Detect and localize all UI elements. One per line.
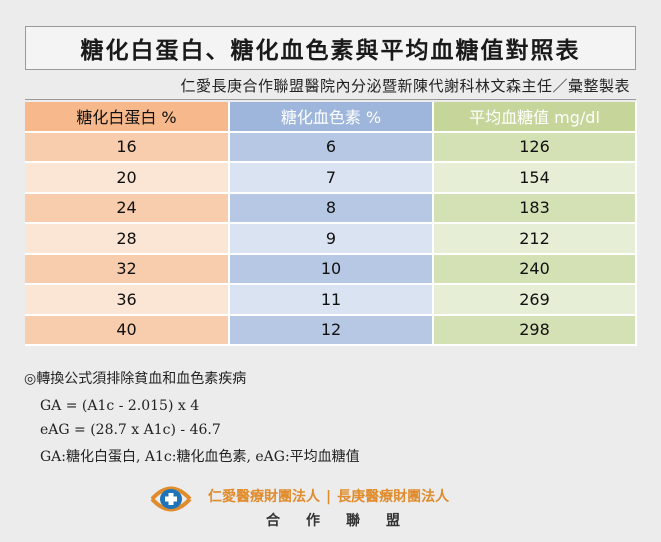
table-row: 36 11 269 [25, 284, 637, 316]
page-title: 糖化白蛋白、糖化血色素與平均血糖值對照表 [80, 37, 581, 64]
abbreviation-legend: GA:糖化白蛋白, A1c:糖化血色素, eAG:平均血糖值 [40, 449, 360, 465]
cell-a1c: 6 [229, 131, 434, 163]
cell-a1c: 7 [229, 162, 434, 194]
cell-ga: 20 [25, 162, 230, 194]
cell-eag: 183 [433, 192, 637, 224]
cell-a1c: 8 [229, 192, 434, 224]
conversion-table: 糖化白蛋白 % 糖化血色素 % 平均血糖值 mg/dl 16 6 126 20 … [25, 102, 637, 346]
table-row: 40 12 298 [25, 314, 637, 346]
header-ga: 糖化白蛋白 % [25, 102, 230, 133]
cell-a1c: 10 [229, 253, 434, 285]
cell-eag: 126 [433, 131, 637, 163]
notes-section: ◎轉換公式須排除貧血和血色素疾病 GA = (A1c - 2.015) x 4 … [24, 368, 624, 474]
header-a1c: 糖化血色素 % [229, 102, 434, 133]
cell-eag: 154 [433, 162, 637, 194]
cell-ga: 24 [25, 192, 230, 224]
table-row: 20 7 154 [25, 162, 637, 194]
cell-eag: 298 [433, 314, 637, 346]
table-row: 32 10 240 [25, 253, 637, 285]
notes-heading: ◎轉換公式須排除貧血和血色素疾病 [24, 371, 247, 387]
footer: 仁愛醫療財團法人 | 長庚醫療財團法人 合作聯盟 [148, 482, 508, 532]
formula-ga: GA = (A1c - 2.015) x 4 [40, 398, 200, 414]
cell-ga: 28 [25, 223, 230, 255]
cell-a1c: 9 [229, 223, 434, 255]
org-separator: | [326, 489, 332, 505]
table-row: 28 9 212 [25, 223, 637, 255]
cell-eag: 269 [433, 284, 637, 316]
cell-a1c: 11 [229, 284, 434, 316]
cell-eag: 240 [433, 253, 637, 285]
formula-eag: eAG = (28.7 x A1c) - 46.7 [40, 422, 221, 438]
cell-ga: 36 [25, 284, 230, 316]
cooperation-label: 合作聯盟 [266, 513, 426, 529]
cell-ga: 32 [25, 253, 230, 285]
org-renai: 仁愛醫療財團法人 [208, 489, 320, 505]
cell-a1c: 12 [229, 314, 434, 346]
alliance-logo-icon [150, 486, 192, 512]
cell-eag: 212 [433, 223, 637, 255]
table-row: 24 8 183 [25, 192, 637, 224]
title-box: 糖化白蛋白、糖化血色素與平均血糖值對照表 [25, 26, 636, 70]
table-row: 16 6 126 [25, 131, 637, 163]
organization-names: 仁愛醫療財團法人 | 長庚醫療財團法人 [208, 486, 449, 506]
cell-ga: 40 [25, 314, 230, 346]
table-header-row: 糖化白蛋白 % 糖化血色素 % 平均血糖值 mg/dl [25, 102, 637, 133]
org-changgung: 長庚醫療財團法人 [337, 489, 450, 505]
cell-ga: 16 [25, 131, 230, 163]
header-eag: 平均血糖值 mg/dl [433, 102, 637, 133]
subtitle: 仁愛長庚合作聯盟醫院內分泌暨新陳代謝科林文森主任／彙整製表 [25, 72, 636, 100]
